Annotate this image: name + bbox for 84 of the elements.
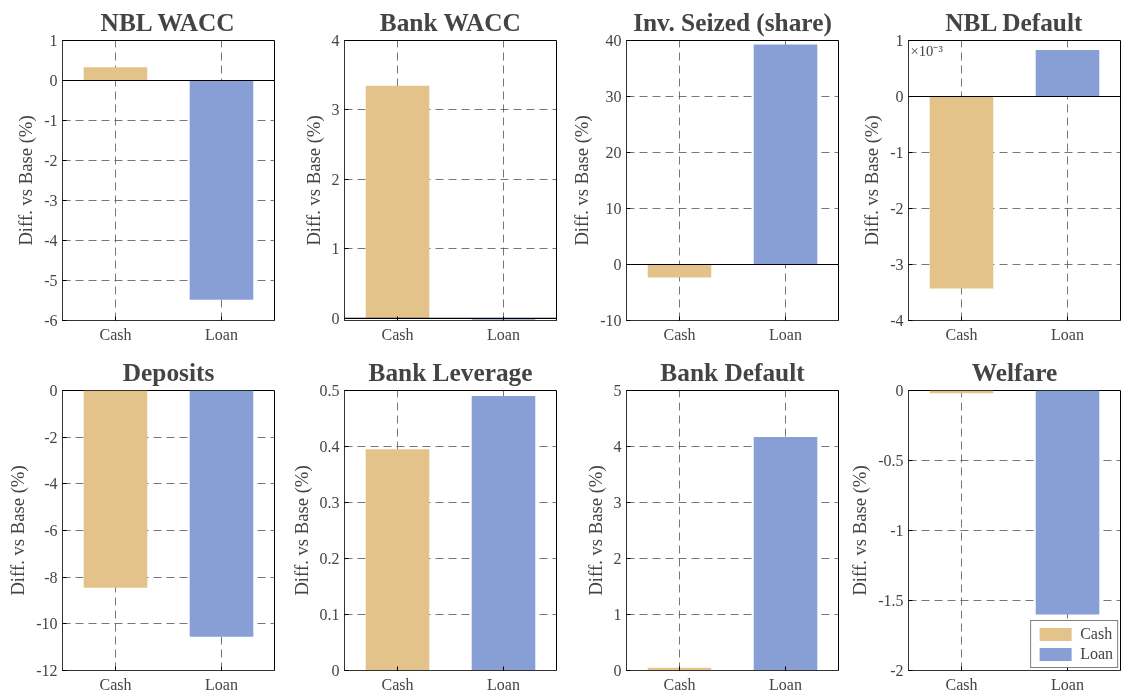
y-tick-label: -1 xyxy=(890,144,904,161)
y-axis-title: Diff. vs Base (%) xyxy=(290,465,313,596)
y-tick-label: 0 xyxy=(895,88,904,105)
y-axis-title: Diff. vs Base (%) xyxy=(302,115,325,246)
y-tick-label: 5 xyxy=(613,382,622,399)
y-tick-label: 0.3 xyxy=(319,494,340,511)
y-tick-label: 10 xyxy=(605,200,622,217)
y-tick-label: 4 xyxy=(331,32,340,49)
legend-label: Cash xyxy=(1080,625,1113,643)
x-tick-label: Cash xyxy=(99,325,132,343)
x-tick-label: Loan xyxy=(1051,325,1084,343)
x-tick-label: Cash xyxy=(99,675,132,693)
y-tick-label: -4 xyxy=(44,475,58,493)
chart-title: Deposits xyxy=(122,357,215,386)
chart-title: Bank WACC xyxy=(379,7,521,36)
x-tick-label: Loan xyxy=(205,675,238,693)
y-tick-label: 4 xyxy=(613,438,622,455)
chart-title: NBL Default xyxy=(945,7,1083,36)
y-tick-label: 0.1 xyxy=(319,606,340,623)
y-tick-label: -1.5 xyxy=(878,592,904,609)
y-tick-label: 2 xyxy=(613,550,622,567)
y-tick-label: 0 xyxy=(613,662,622,679)
y-axis-title: Diff. vs Base (%) xyxy=(15,115,38,246)
chart-title: Welfare xyxy=(971,357,1058,386)
y-tick-label: 1 xyxy=(331,240,340,258)
x-tick-label: Cash xyxy=(945,325,978,343)
y-tick-label: 3 xyxy=(331,101,340,119)
y-tick-label: 0 xyxy=(49,72,58,89)
x-tick-label: Loan xyxy=(205,325,238,343)
y-tick-label: 1 xyxy=(895,32,904,49)
y-tick-label: 2 xyxy=(331,170,340,188)
y-tick-label: -6 xyxy=(44,522,58,539)
y-tick-label: -8 xyxy=(44,568,58,586)
x-tick-label: Cash xyxy=(381,675,414,693)
y-axis-title: Diff. vs Base (%) xyxy=(861,115,884,246)
y-tick-label: 40 xyxy=(605,32,622,49)
y-tick-label: -12 xyxy=(36,662,58,679)
x-tick-label: Loan xyxy=(487,675,520,693)
y-tick-label: 20 xyxy=(605,144,622,161)
y-tick-label: 0.5 xyxy=(319,382,340,399)
y-tick-label: -3 xyxy=(890,256,904,273)
y-tick-label: 0 xyxy=(331,662,340,679)
chart-title: NBL WACC xyxy=(100,7,235,36)
y-tick-label: 3 xyxy=(613,494,622,511)
y-tick-label: -2 xyxy=(44,428,58,446)
y-tick-label: 1 xyxy=(49,32,58,49)
x-tick-label: Cash xyxy=(381,325,414,343)
y-tick-label: -4 xyxy=(890,312,904,329)
y-tick-label: -1 xyxy=(890,522,904,539)
y-tick-label: 1 xyxy=(613,606,622,623)
legend-label: Loan xyxy=(1080,645,1113,663)
y-tick-label: 0 xyxy=(895,382,904,399)
x-tick-label: Cash xyxy=(663,325,696,343)
x-tick-label: Cash xyxy=(945,675,978,693)
y-tick-label: 0 xyxy=(331,309,340,327)
y-tick-label: 0 xyxy=(613,256,622,273)
chart-title: Inv. Seized (share) xyxy=(633,7,832,37)
y-tick-label: 0.4 xyxy=(319,438,340,455)
y-tick-label: -5 xyxy=(44,272,58,289)
y-tick-label: -1 xyxy=(44,112,58,129)
y-axis-title: Diff. vs Base (%) xyxy=(7,465,30,596)
x-tick-label: Loan xyxy=(769,325,802,343)
chart-title: Bank Leverage xyxy=(368,357,533,386)
y-axis-title: Diff. vs Base (%) xyxy=(584,465,607,596)
y-tick-label: -4 xyxy=(44,232,58,249)
y-tick-label: -2 xyxy=(44,152,58,169)
y-axis-title: Diff. vs Base (%) xyxy=(571,115,594,246)
x-tick-label: Loan xyxy=(1051,675,1084,693)
y-tick-label: -2 xyxy=(890,662,904,679)
y-tick-label: -10 xyxy=(600,312,622,329)
annotation: ×10⁻³ xyxy=(910,42,944,59)
y-tick-label: 30 xyxy=(605,88,622,105)
y-axis-title: Diff. vs Base (%) xyxy=(849,465,872,596)
x-tick-label: Loan xyxy=(769,675,802,693)
x-tick-label: Loan xyxy=(487,325,520,343)
x-tick-label: Cash xyxy=(663,675,696,693)
y-tick-label: -6 xyxy=(44,312,58,329)
y-tick-label: -10 xyxy=(36,615,58,633)
y-tick-label: -2 xyxy=(890,200,904,217)
y-tick-label: 0.2 xyxy=(319,550,340,567)
y-tick-label: -3 xyxy=(44,192,58,209)
y-tick-label: -0.5 xyxy=(878,452,904,469)
y-tick-label: 0 xyxy=(49,382,58,399)
chart-title: Bank Default xyxy=(660,357,806,386)
